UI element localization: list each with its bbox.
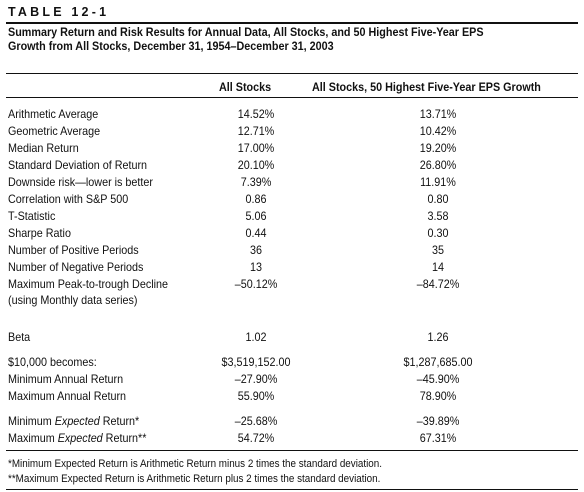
footnote-rule: [6, 450, 578, 451]
footnote-maximum: **Maximum Expected Return is Arithmetic …: [8, 473, 381, 485]
eps-growth-value: 13.71%: [419, 108, 457, 121]
table-row: Arithmetic Average 14.52% 13.71%: [0, 106, 584, 123]
table-row: $10,000 becomes: $3,519,152.00 $1,287,68…: [0, 354, 584, 371]
row-label: Correlation with S&P 500: [8, 193, 129, 206]
table-row: Minimum Expected Return* –25.68% –39.89%: [0, 413, 584, 430]
row-label: T-Statistic: [8, 210, 56, 223]
all-stocks-value: 0.44: [245, 227, 267, 240]
column-header-all-stocks: All Stocks: [219, 81, 272, 94]
title-rule: [6, 73, 578, 74]
all-stocks-value: 36: [249, 244, 263, 257]
eps-growth-value: 3.58: [427, 210, 449, 223]
all-stocks-value: –25.68%: [234, 415, 278, 428]
eps-growth-value: $1,287,685.00: [403, 356, 473, 369]
row-label: Median Return: [8, 142, 79, 155]
title-line-1: Summary Return and Risk Results for Annu…: [8, 26, 484, 39]
beta-section: Beta 1.02 1.26: [0, 329, 584, 346]
row-label: $10,000 becomes:: [8, 356, 97, 369]
all-stocks-value: 13: [249, 261, 263, 274]
row-label: Maximum Annual Return: [8, 390, 127, 403]
growth-section: $10,000 becomes: $3,519,152.00 $1,287,68…: [0, 354, 584, 405]
eps-growth-value: 78.90%: [419, 390, 457, 403]
eps-growth-value: 67.31%: [419, 432, 457, 445]
table-row: Number of Negative Periods 13 14: [0, 259, 584, 276]
eps-growth-value: 19.20%: [419, 142, 457, 155]
all-stocks-value: 7.39%: [240, 176, 272, 189]
expected-return-section: Minimum Expected Return* –25.68% –39.89%…: [0, 413, 584, 447]
all-stocks-value: 14.52%: [237, 108, 275, 121]
eps-growth-value: 14: [431, 261, 445, 274]
all-stocks-value: $3,519,152.00: [221, 356, 291, 369]
row-label: Downside risk—lower is better: [8, 176, 154, 189]
row-label: Number of Negative Periods: [8, 261, 144, 274]
top-rule: [6, 22, 578, 24]
all-stocks-value: 0.86: [245, 193, 267, 206]
table-row: Correlation with S&P 500 0.86 0.80: [0, 191, 584, 208]
eps-growth-value: 0.80: [427, 193, 449, 206]
table-row: Maximum Annual Return 55.90% 78.90%: [0, 388, 584, 405]
row-label: Maximum Peak-to-trough Decline: [8, 278, 169, 291]
table-row: Median Return 17.00% 19.20%: [0, 140, 584, 157]
table-row: Sharpe Ratio 0.44 0.30: [0, 225, 584, 242]
row-label: Beta: [8, 331, 31, 344]
eps-growth-value: 0.30: [427, 227, 449, 240]
table-title: Summary Return and Risk Results for Annu…: [8, 26, 529, 54]
footnote-minimum: *Minimum Expected Return is Arithmetic R…: [8, 458, 383, 470]
bottom-rule: [6, 489, 578, 490]
row-label: Geometric Average: [8, 125, 101, 138]
column-header-eps-growth: All Stocks, 50 Highest Five-Year EPS Gro…: [312, 81, 541, 94]
eps-growth-value: 26.80%: [419, 159, 457, 172]
table-row-beta: Beta 1.02 1.26: [0, 329, 584, 346]
table-row: Standard Deviation of Return 20.10% 26.8…: [0, 157, 584, 174]
all-stocks-value: 54.72%: [237, 432, 275, 445]
all-stocks-value: 20.10%: [237, 159, 275, 172]
table-row: Maximum Expected Return** 54.72% 67.31%: [0, 430, 584, 447]
row-label: Maximum Expected Return**: [8, 432, 147, 445]
table-row-peak-decline: Maximum Peak-to-trough Decline (using Mo…: [0, 276, 584, 309]
eps-growth-value: –39.89%: [416, 415, 460, 428]
row-label: Minimum Annual Return: [8, 373, 124, 386]
all-stocks-value: 55.90%: [237, 390, 275, 403]
all-stocks-value: 5.06: [245, 210, 267, 223]
table-row: Geometric Average 12.71% 10.42%: [0, 123, 584, 140]
title-line-2: Growth from All Stocks, December 31, 195…: [8, 40, 334, 53]
table-row: Number of Positive Periods 36 35: [0, 242, 584, 259]
row-label: Minimum Expected Return*: [8, 415, 140, 428]
row-label: Number of Positive Periods: [8, 244, 139, 257]
eps-growth-value: 1.26: [427, 331, 449, 344]
all-stocks-value: –27.90%: [234, 373, 278, 386]
main-statistics-section: Arithmetic Average 14.52% 13.71% Geometr…: [0, 106, 584, 309]
row-label: Arithmetic Average: [8, 108, 99, 121]
row-sublabel: (using Monthly data series): [8, 294, 138, 307]
eps-growth-value: –45.90%: [416, 373, 460, 386]
all-stocks-value: –50.12%: [234, 278, 278, 291]
table-number-label: TABLE 12-1: [8, 5, 110, 19]
row-label: Sharpe Ratio: [8, 227, 71, 240]
all-stocks-value: 17.00%: [237, 142, 275, 155]
all-stocks-value: 12.71%: [237, 125, 275, 138]
table-row: Downside risk—lower is better 7.39% 11.9…: [0, 174, 584, 191]
eps-growth-value: 35: [431, 244, 445, 257]
all-stocks-value: 1.02: [245, 331, 267, 344]
eps-growth-value: 11.91%: [420, 176, 456, 189]
eps-growth-value: 10.42%: [419, 125, 457, 138]
eps-growth-value: –84.72%: [416, 278, 460, 291]
table-row: T-Statistic 5.06 3.58: [0, 208, 584, 225]
table-row: Minimum Annual Return –27.90% –45.90%: [0, 371, 584, 388]
row-label: Standard Deviation of Return: [8, 159, 148, 172]
header-rule: [6, 97, 578, 98]
